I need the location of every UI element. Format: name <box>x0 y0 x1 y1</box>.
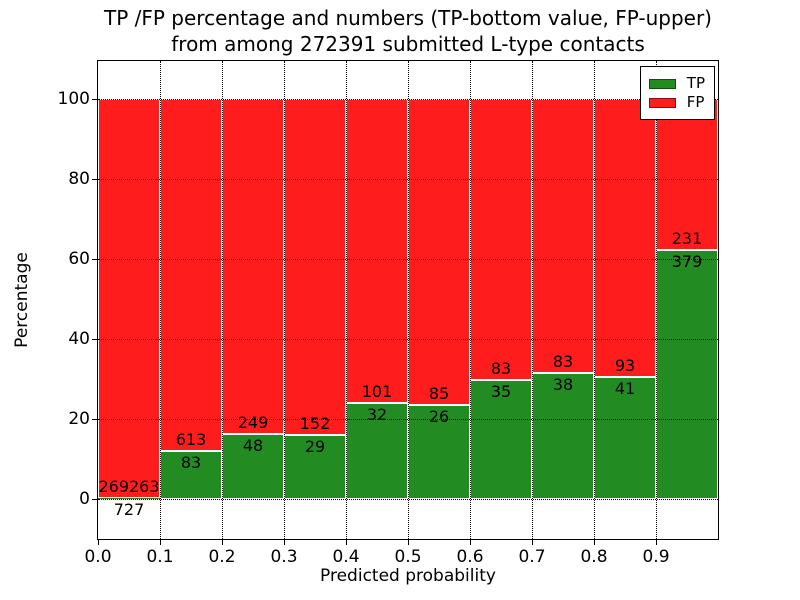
tp-count-label: 29 <box>304 436 326 456</box>
tp-swatch-icon <box>648 78 676 89</box>
fp-count-label: 231 <box>671 229 703 249</box>
x-tick-label: 0.3 <box>270 547 298 567</box>
bar-segment-fp <box>222 99 284 435</box>
x-tick-label: 0.1 <box>146 547 174 567</box>
x-tick-mark <box>284 540 285 545</box>
x-tick-label: 0.8 <box>580 547 608 567</box>
x-tick-label: 0.6 <box>456 547 484 567</box>
x-tick-mark <box>222 540 223 545</box>
y-tick-mark <box>92 499 97 500</box>
tp-count-label: 35 <box>490 382 512 402</box>
tp-count-label: 26 <box>428 407 450 427</box>
legend-label-fp: FP <box>686 93 705 111</box>
x-tick-label: 0.9 <box>642 547 670 567</box>
bar-segment-tp <box>98 497 160 499</box>
x-gridline <box>532 61 533 539</box>
legend-item-tp: TP <box>648 74 705 92</box>
fp-count-label: 613 <box>175 430 207 450</box>
x-tick-mark <box>98 540 99 545</box>
y-tick-label: 20 <box>68 409 90 429</box>
x-tick-mark <box>408 540 409 545</box>
y-tick-mark <box>92 179 97 180</box>
bar-segment-fp <box>408 99 470 406</box>
tp-count-label: 38 <box>552 375 574 395</box>
y-tick-mark <box>92 419 97 420</box>
bar-segment-tp <box>222 434 284 499</box>
plot-area: TP FP 269263 727 613 83 249 48 152 29 101 32 85 26 8… <box>97 60 719 540</box>
x-axis-label: Predicted probability <box>320 566 496 586</box>
legend-label-tp: TP <box>686 74 705 92</box>
legend-item-fp: FP <box>648 93 705 111</box>
x-tick-mark <box>160 540 161 545</box>
x-tick-label: 0.0 <box>84 547 112 567</box>
tp-count-label: 32 <box>366 404 388 424</box>
chart-title-line1: TP /FP percentage and numbers (TP-bottom… <box>104 6 712 30</box>
y-gridline <box>98 259 718 260</box>
bar-segment-fp <box>594 99 656 377</box>
x-gridline <box>470 61 471 539</box>
y-gridline <box>98 99 718 100</box>
y-tick-mark <box>92 99 97 100</box>
x-tick-mark <box>346 540 347 545</box>
legend: TP FP <box>639 66 715 120</box>
bar-segment-fp <box>284 99 346 435</box>
x-gridline <box>408 61 409 539</box>
bar-segment-tp <box>284 434 346 499</box>
y-gridline <box>98 419 718 420</box>
x-tick-label: 0.5 <box>394 547 422 567</box>
x-tick-mark <box>470 540 471 545</box>
x-tick-label: 0.2 <box>208 547 236 567</box>
fp-count-label: 83 <box>552 352 574 372</box>
y-tick-label: 0 <box>79 489 90 509</box>
fp-count-label: 101 <box>361 381 393 401</box>
bar-segment-tp <box>656 250 718 499</box>
x-tick-mark <box>594 540 595 545</box>
bar-segment-fp <box>98 99 160 498</box>
fp-count-label: 83 <box>490 359 512 379</box>
x-tick-mark <box>656 540 657 545</box>
x-gridline <box>594 61 595 539</box>
bar-segment-fp <box>160 99 222 452</box>
tp-count-label: 83 <box>180 453 202 473</box>
x-tick-mark <box>532 540 533 545</box>
chart-title-line2: from among 272391 submitted L-type conta… <box>171 32 645 56</box>
y-tick-label: 40 <box>68 329 90 349</box>
x-tick-label: 0.7 <box>518 547 546 567</box>
x-gridline <box>222 61 223 539</box>
chart-title: TP /FP percentage and numbers (TP-bottom… <box>98 5 718 57</box>
y-gridline <box>98 339 718 340</box>
y-tick-label: 60 <box>68 249 90 269</box>
tp-count-label: 379 <box>671 252 703 272</box>
y-tick-mark <box>92 259 97 260</box>
y-gridline <box>98 499 718 500</box>
bar-segment-fp <box>346 99 408 403</box>
bar-segment-tp <box>594 376 656 499</box>
y-tick-mark <box>92 339 97 340</box>
fp-count-label: 269263 <box>98 476 160 496</box>
fp-count-label: 152 <box>299 413 331 433</box>
x-gridline <box>284 61 285 539</box>
fp-count-label: 249 <box>237 413 269 433</box>
fp-count-label: 93 <box>614 355 636 375</box>
tp-count-label: 727 <box>113 499 145 519</box>
x-tick-label: 0.4 <box>332 547 360 567</box>
bar-segment-fp <box>532 99 594 374</box>
x-gridline <box>656 61 657 539</box>
tp-count-label: 48 <box>242 436 264 456</box>
fp-count-label: 85 <box>428 384 450 404</box>
bar-segment-fp <box>656 99 718 251</box>
x-gridline <box>346 61 347 539</box>
y-gridline <box>98 179 718 180</box>
tp-count-label: 41 <box>614 378 636 398</box>
y-tick-label: 80 <box>68 169 90 189</box>
x-gridline <box>160 61 161 539</box>
y-tick-label: 100 <box>57 89 90 109</box>
fp-swatch-icon <box>648 97 676 108</box>
